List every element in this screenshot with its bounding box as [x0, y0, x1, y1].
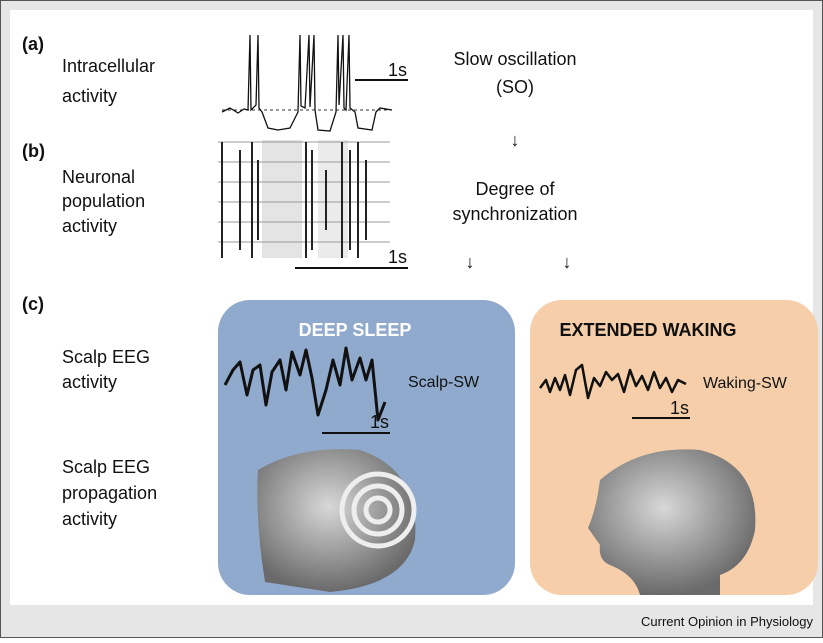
brain-waking: [588, 449, 756, 595]
row-label: Scalp EEG: [62, 457, 150, 477]
heading: Slow oscillation: [453, 49, 576, 69]
panel-label: (a): [22, 34, 44, 54]
trace: [221, 34, 393, 132]
scale-label: 1s: [388, 60, 407, 80]
row-label: activity: [62, 216, 117, 236]
footer: Current Opinion in Physiology: [641, 614, 813, 629]
panel-label: (c): [22, 294, 44, 314]
row-label: Neuronal: [62, 167, 135, 187]
eeg-wave: [539, 363, 687, 400]
row-label: Intracellular: [62, 56, 155, 76]
panel-label: (b): [22, 141, 45, 161]
box-title: EXTENDED WAKING: [559, 320, 736, 340]
row-label: activity: [62, 86, 117, 106]
box-title: DEEP SLEEP: [299, 320, 412, 340]
arrow: ↓: [466, 252, 475, 272]
arrow: ↓: [563, 252, 572, 272]
scale-label: 1s: [670, 398, 689, 418]
row-label: activity: [62, 372, 117, 392]
eeg-wave: [223, 346, 387, 422]
row-label: population: [62, 191, 145, 211]
brain-sleep: [257, 449, 417, 592]
raster: [218, 140, 390, 258]
heading: synchronization: [452, 204, 577, 224]
row-label: propagation: [62, 483, 157, 503]
wave-label: Scalp-SW: [408, 374, 480, 391]
arrow: ↓: [511, 130, 520, 150]
wave-label: Waking-SW: [703, 375, 788, 392]
scale-label: 1s: [370, 412, 389, 432]
row-label: activity: [62, 509, 117, 529]
heading: Degree of: [475, 179, 555, 199]
row-label: Scalp EEG: [62, 347, 150, 367]
scale-label: 1s: [388, 247, 407, 267]
heading: (SO): [496, 77, 534, 97]
